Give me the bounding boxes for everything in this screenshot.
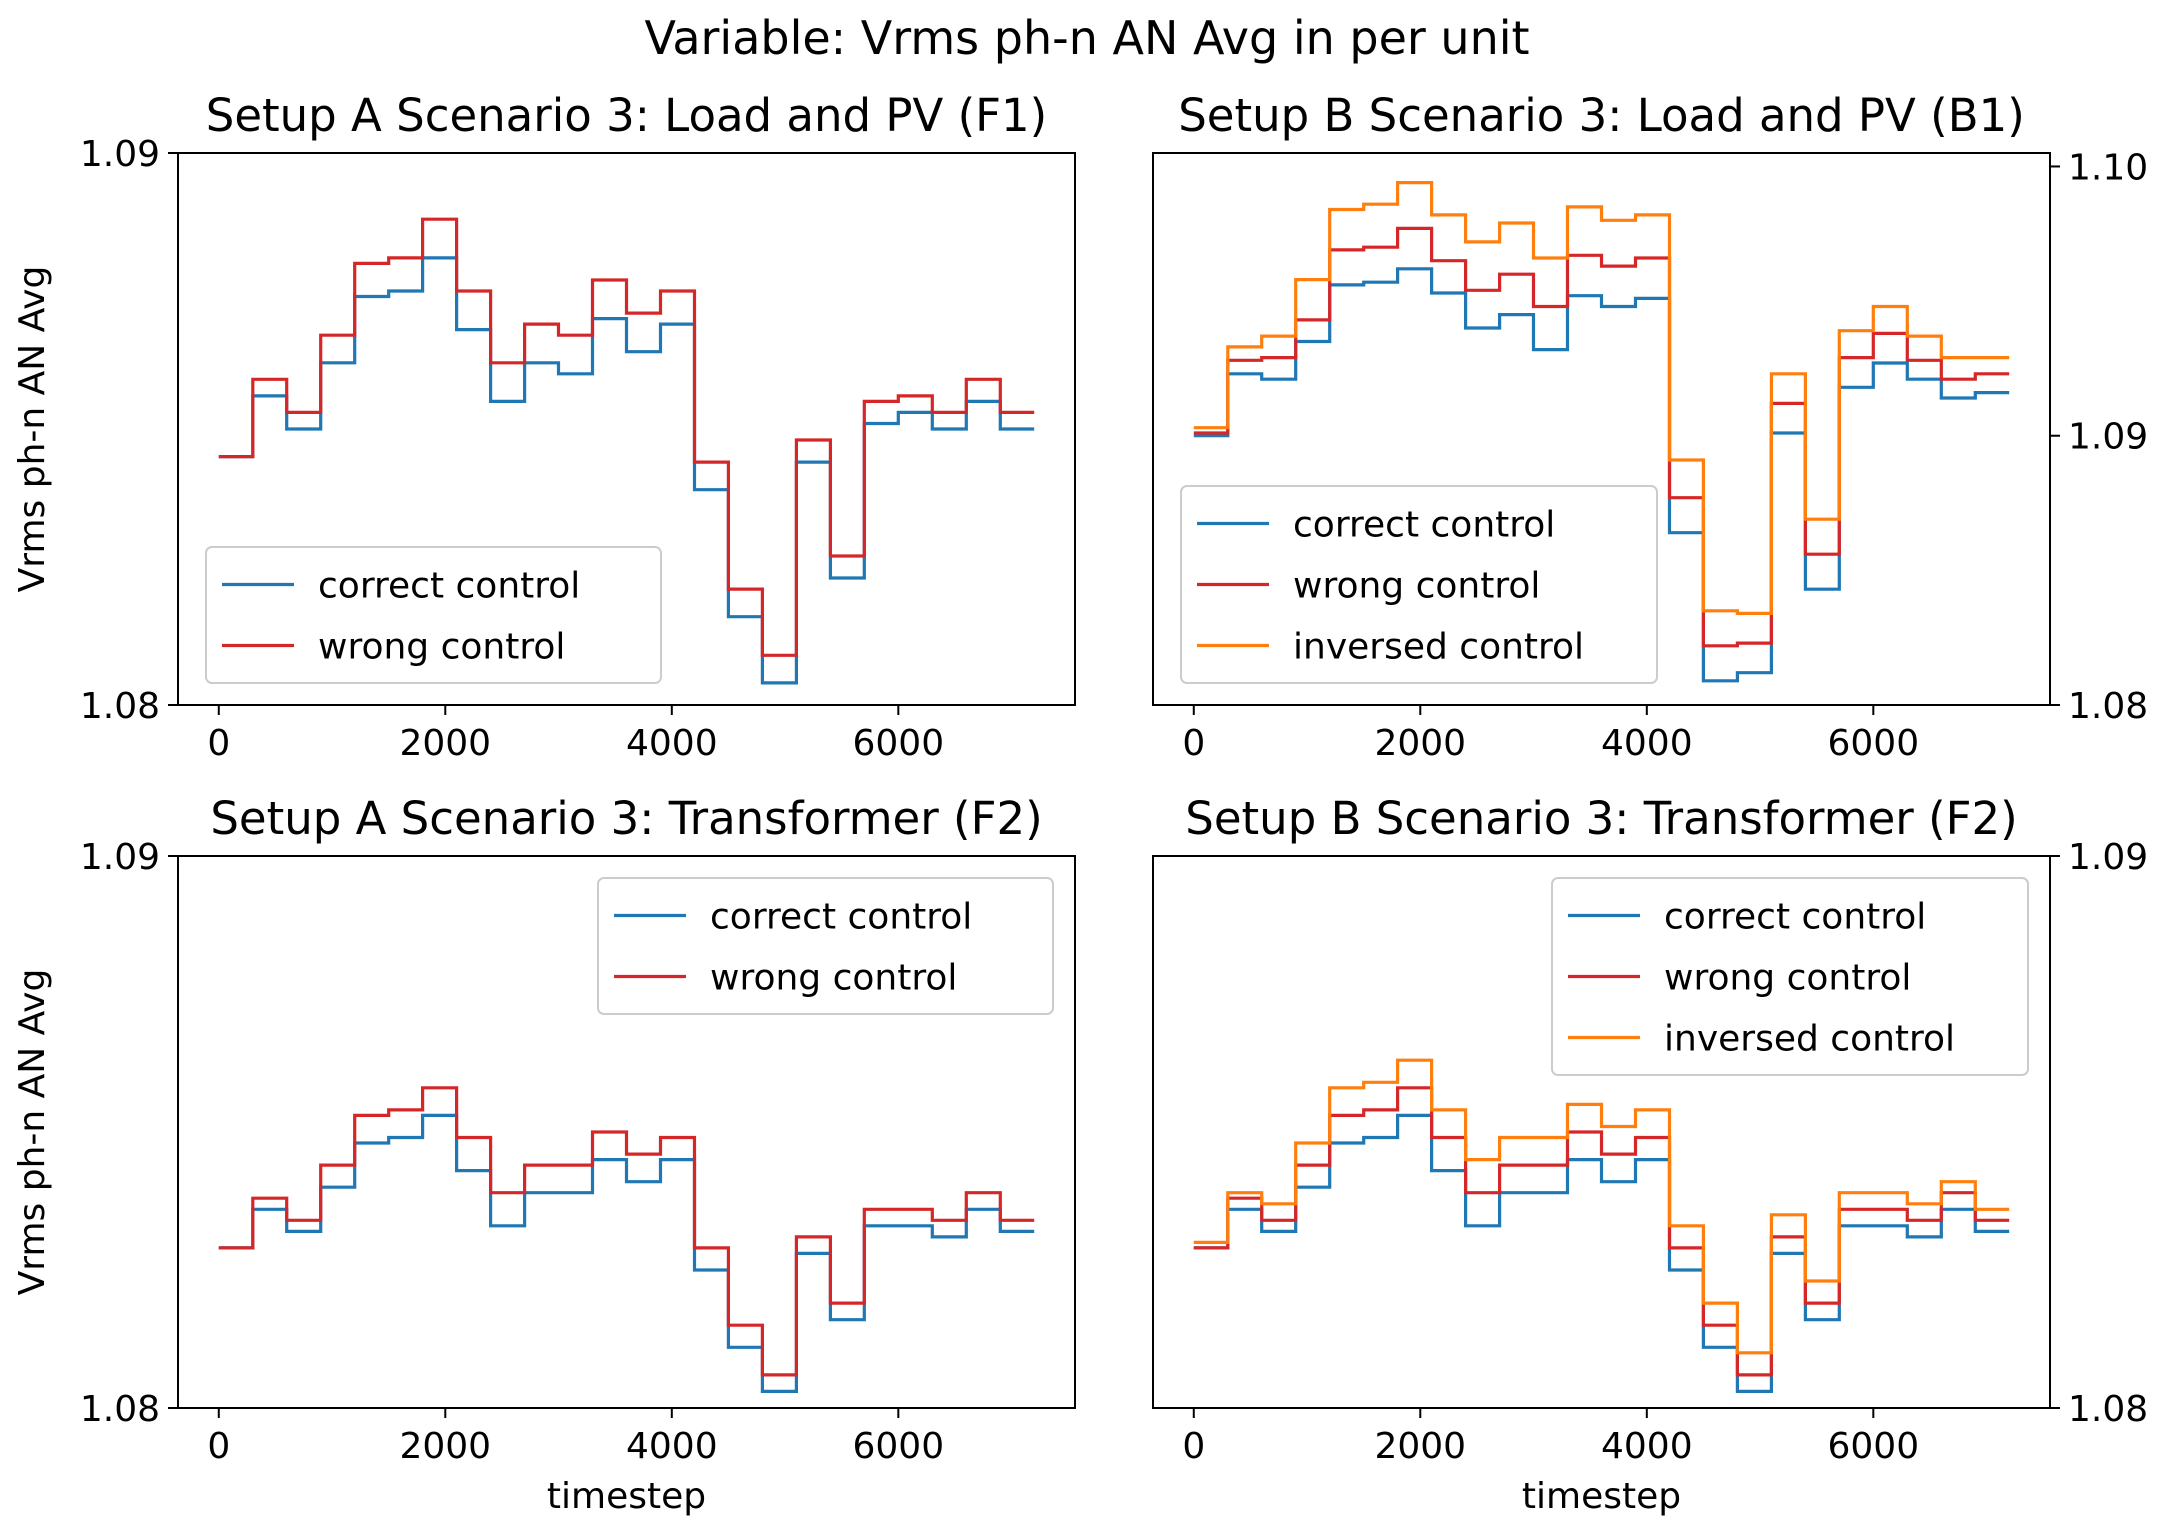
y-tick-label: 1.08 [2068, 686, 2148, 727]
y-tick-label: 1.09 [2068, 837, 2148, 878]
y-tick-label: 1.09 [80, 837, 160, 878]
legend: correct control wrong control inversed con… [1180, 485, 1658, 684]
legend: correct control wrong control [205, 546, 662, 684]
panel-1: Setup A Scenario 3: Load and PV (F1) 0 200… [12, 89, 1076, 764]
y-tick-label: 1.10 [2068, 147, 2148, 188]
plot-frame [177, 152, 1076, 706]
x-tick-label: 6000 [1828, 723, 1920, 764]
y-tick-label: 1.08 [2068, 1389, 2148, 1430]
panel-2: Setup B Scenario 3: Load and PV (B1) 0 200… [1152, 89, 2148, 764]
x-tick-label: 0 [207, 723, 230, 764]
legend-label: correct control [1664, 897, 1926, 938]
x-tick-label: 0 [1182, 723, 1205, 764]
series-line-wrong [1193, 1086, 2010, 1377]
panels: Setup A Scenario 3: Load and PV (F1) 0 200… [12, 89, 2148, 1517]
x-tick-label: 0 [207, 1426, 230, 1467]
legend: correct control wrong control [597, 877, 1054, 1015]
x-tick-label: 6000 [853, 1426, 945, 1467]
legend-label: inversed control [1664, 1019, 1955, 1060]
x-tick-label: 2000 [399, 1426, 491, 1467]
legend-label: wrong control [1664, 958, 1911, 999]
legend-label: inversed control [1293, 627, 1584, 668]
panel-title: Setup B Scenario 3: Load and PV (B1) [1178, 89, 2025, 142]
legend-box [1551, 877, 2029, 1076]
x-tick-label: 4000 [626, 723, 718, 764]
legend-label: wrong control [710, 958, 957, 999]
series-line-correct [1193, 1113, 2010, 1393]
legend-box [205, 546, 662, 684]
x-axis-label: timestep [547, 1476, 706, 1517]
y-axis-label: Vrms ph-n AN Avg [12, 969, 53, 1296]
x-tick-label: 6000 [853, 723, 945, 764]
x-tick-label: 2000 [1374, 723, 1466, 764]
x-tick-label: 2000 [1374, 1426, 1466, 1467]
legend-label: correct control [1293, 505, 1555, 546]
y-axis-label: Vrms ph-n AN Avg [12, 266, 53, 593]
x-tick-label: 4000 [1601, 723, 1693, 764]
panel-title: Setup A Scenario 3: Transformer (F2) [210, 792, 1042, 845]
series-line-wrong [218, 1086, 1035, 1377]
series-line-correct [218, 1113, 1035, 1393]
legend-label: wrong control [318, 627, 565, 668]
series-line-inversed [1193, 1058, 2010, 1355]
legend-label: correct control [318, 566, 580, 607]
y-tick-label: 1.08 [80, 686, 160, 727]
y-tick-label: 1.09 [80, 134, 160, 175]
legend-box [597, 877, 1054, 1015]
legend-label: wrong control [1293, 566, 1540, 607]
x-tick-label: 0 [1182, 1426, 1205, 1467]
x-tick-label: 6000 [1828, 1426, 1920, 1467]
y-tick-label: 1.08 [80, 1389, 160, 1430]
plot-frame [1152, 152, 2051, 706]
y-tick-label: 1.09 [2068, 417, 2148, 458]
panel-3: Setup A Scenario 3: Transformer (F2) 0 200… [12, 792, 1076, 1517]
plot-frame [1152, 855, 2051, 1409]
series-line-inversed [1193, 181, 2010, 615]
x-axis-label: timestep [1522, 1476, 1681, 1517]
legend: correct control wrong control inversed con… [1551, 877, 2029, 1076]
panel-title: Setup A Scenario 3: Load and PV (F1) [206, 89, 1047, 142]
series-line-wrong [218, 217, 1035, 657]
x-tick-label: 2000 [399, 723, 491, 764]
x-tick-label: 4000 [626, 1426, 718, 1467]
figure-suptitle: Variable: Vrms ph-n AN Avg in per unit [644, 11, 1529, 65]
legend-box [1180, 485, 1658, 684]
panel-title: Setup B Scenario 3: Transformer (F2) [1185, 792, 2017, 845]
panel-4: Setup B Scenario 3: Transformer (F2) 0 200… [1152, 792, 2148, 1517]
x-tick-label: 4000 [1601, 1426, 1693, 1467]
legend-label: correct control [710, 897, 972, 938]
plot-frame [177, 855, 1076, 1409]
